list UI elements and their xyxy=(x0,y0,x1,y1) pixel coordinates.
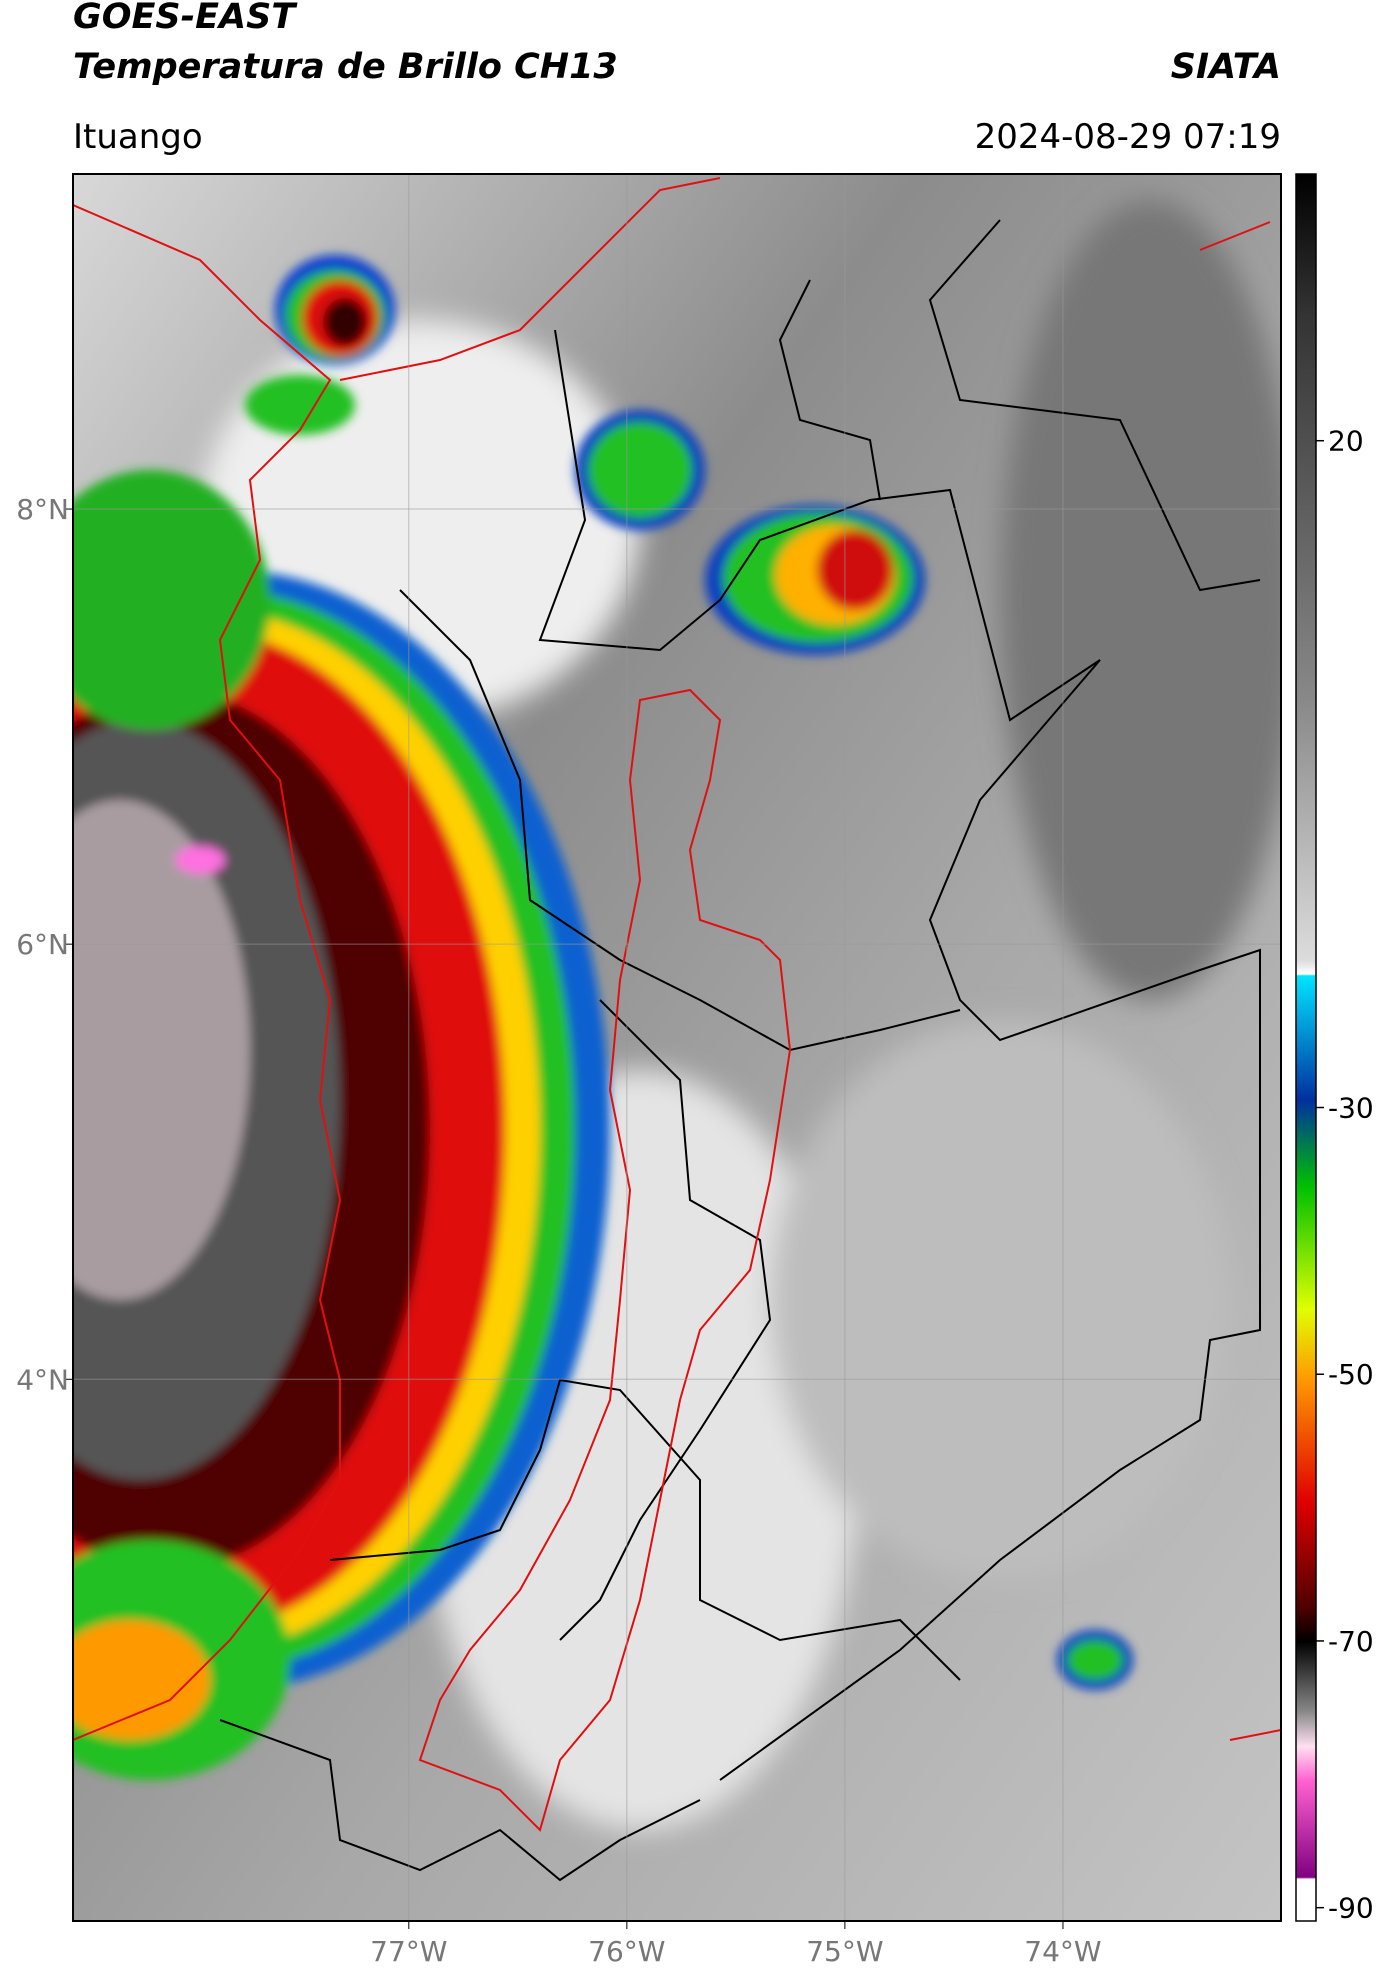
colorbar-tick-label: -90 xyxy=(1328,1892,1374,1925)
x-tick-label: 75°W xyxy=(806,1935,883,1968)
title: GOES-EAST xyxy=(73,0,298,37)
map-frame xyxy=(72,173,1282,1922)
x-tick-label: 76°W xyxy=(588,1935,665,1968)
graticule xyxy=(73,174,1281,1921)
source: SIATA xyxy=(1171,47,1281,87)
admin-borders xyxy=(219,219,1261,1882)
subtitle: Temperatura de Brillo CH13 xyxy=(73,47,618,87)
storm-left xyxy=(73,470,610,1780)
colorbar-tick-label: 20 xyxy=(1328,425,1364,458)
boundaries-red xyxy=(73,177,1281,1832)
storm-cells xyxy=(245,255,1133,1690)
colorbar xyxy=(1295,173,1317,1922)
colorbar-axis: -90 -70 -50 -30 20 xyxy=(1316,425,1374,1925)
colorbar-tick-label: -70 xyxy=(1328,1625,1374,1658)
x-tick-label: 77°W xyxy=(370,1935,447,1968)
y-tick-label: 6°N xyxy=(16,928,69,961)
x-tick-label: 74°W xyxy=(1024,1935,1101,1968)
datetime: 2024-08-29 07:19 xyxy=(975,117,1281,157)
colorbar-tick-label: -30 xyxy=(1328,1092,1374,1125)
colorbar-tick-label: -50 xyxy=(1328,1358,1374,1391)
y-tick-label: 4°N xyxy=(16,1363,69,1396)
y-tick-label: 8°N xyxy=(16,493,69,526)
imagery xyxy=(73,174,1281,1921)
axes: 77°W 76°W 75°W 74°W 8°N 6°N 4°N xyxy=(16,493,1101,1968)
place: Ituango xyxy=(73,117,203,157)
